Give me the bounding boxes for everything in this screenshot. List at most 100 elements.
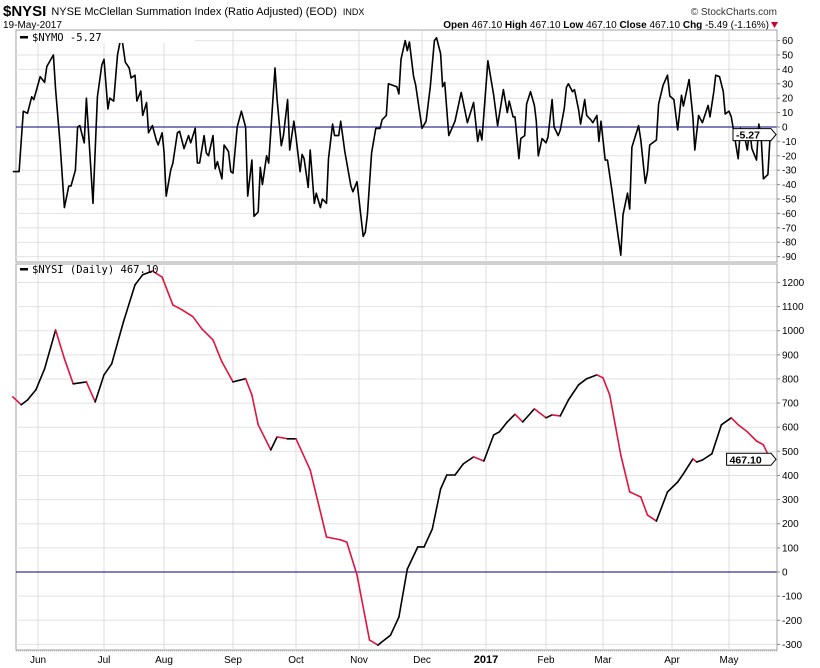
- nysi-series-segment: [201, 327, 214, 341]
- nysi-series-segment: [181, 308, 194, 318]
- nymo-y-tick-label: -40: [782, 180, 797, 191]
- x-axis: Jun Jul Aug Sep Oct Nov Dec 2017 Feb Mar Apr May: [16, 650, 777, 666]
- nysi-y-tick-label: 1100: [782, 302, 804, 313]
- chart-date: 19-May-2017: [3, 20, 62, 31]
- nysi-series-segment: [368, 639, 379, 646]
- nysi-series-segment: [345, 541, 358, 576]
- nymo-legend-bg: [17, 31, 195, 43]
- chg-value: -5.49 (-1.16%): [705, 20, 769, 31]
- nymo-y-tick-label: 20: [782, 94, 794, 105]
- x-tick-label: Apr: [664, 655, 680, 666]
- nysi-series-segment: [251, 394, 260, 426]
- x-tick-label: Jul: [98, 655, 111, 666]
- nysi-series-segment: [608, 394, 622, 456]
- nysi-y-tick-label: 600: [782, 423, 799, 434]
- nysi-series-segment: [692, 457, 698, 463]
- nysi-y-tick-label: 800: [782, 374, 799, 385]
- nysi-last-value: 467.10: [730, 454, 762, 466]
- nysi-series-segment: [295, 437, 312, 471]
- x-tick-label: Mar: [594, 655, 612, 666]
- nysi-series-segment: [737, 423, 749, 433]
- nysi-series-segment: [676, 472, 685, 483]
- nysi-series-segment: [94, 374, 105, 403]
- nysi-series-segment: [439, 474, 448, 490]
- nysi-series-segment: [110, 321, 125, 365]
- nysi-series-segment: [423, 528, 434, 548]
- nysi-series-segment: [567, 383, 580, 401]
- nysi-y-tick-label: -200: [782, 616, 802, 627]
- x-tick-label: Feb: [537, 655, 555, 666]
- nysi-series-segment: [585, 374, 598, 380]
- nysi-series-segment: [514, 413, 524, 423]
- nymo-y-tick-label: -20: [782, 151, 797, 162]
- nysi-y-tick-label: -100: [782, 592, 802, 603]
- nysi-series-segment: [551, 414, 562, 417]
- x-tick-label: Oct: [288, 655, 304, 666]
- nysi-series-segment: [192, 315, 203, 330]
- nymo-y-tick-label: -80: [782, 238, 797, 249]
- nymo-legend: $NYMO -5.27: [32, 32, 102, 44]
- nysi-series-segment: [257, 423, 272, 451]
- high-label: High: [505, 20, 527, 31]
- nysi-series-segment: [151, 270, 163, 278]
- nysi-series-segment: [63, 357, 74, 385]
- nymo-y-tick-label: 10: [782, 108, 794, 119]
- nysi-series-segment: [377, 634, 392, 646]
- index-name: NYSE McClellan Summation Index (Ratio Ad…: [51, 6, 337, 18]
- nysi-series-segment: [172, 304, 183, 311]
- nysi-series-segment: [356, 574, 371, 641]
- nysi-series-segment: [720, 416, 733, 426]
- nysi-series-segment: [43, 329, 57, 370]
- x-tick-label: Nov: [350, 655, 368, 666]
- nysi-series-segment: [602, 376, 611, 396]
- nysi-series-segment: [339, 539, 348, 543]
- nysi-series-segment: [498, 421, 509, 433]
- x-tick-label: Jun: [30, 655, 46, 666]
- nysi-series-segment: [161, 276, 174, 306]
- nymo-y-tick-label: -50: [782, 195, 797, 206]
- nysi-legend-swatch: [20, 268, 28, 271]
- nymo-y-tick-label: 50: [782, 51, 794, 62]
- nysi-series-segment: [577, 377, 588, 386]
- nysi-series-segment: [711, 423, 723, 455]
- open-value: 467.10: [472, 20, 503, 31]
- nysi-series-segment: [212, 339, 223, 363]
- nysi-series-segment: [26, 388, 37, 401]
- nymo-y-tick-label: -90: [782, 252, 797, 263]
- nysi-series-segment: [682, 457, 694, 475]
- nysi-series-segment: [325, 536, 342, 541]
- nysi-series-segment: [454, 463, 465, 476]
- nysi-series-segment: [406, 546, 419, 570]
- low-label: Low: [563, 20, 583, 31]
- nymo-y-tick-label: -30: [782, 166, 797, 177]
- nysi-y-tick-label: 400: [782, 471, 799, 482]
- nysi-series-segment: [596, 374, 604, 379]
- nysi-series-segment: [559, 399, 570, 417]
- nysi-series-segment: [666, 481, 679, 493]
- nysi-y-tick-label: 500: [782, 447, 799, 458]
- x-tick-label: Aug: [155, 655, 173, 666]
- symbol: $NYSI: [3, 3, 46, 20]
- chg-label: Chg: [683, 20, 702, 31]
- nysi-legend: $NYSI (Daily) 467.10: [32, 264, 158, 276]
- nysi-y-tick-label: 1200: [782, 278, 805, 289]
- nysi-series-segment: [141, 270, 154, 276]
- nysi-y-tick-label: 100: [782, 543, 799, 554]
- nysi-series-segment: [389, 616, 400, 637]
- nysi-series-segment: [646, 514, 658, 522]
- nymo-last-value: -5.27: [736, 130, 760, 142]
- nysi-series-segment: [628, 491, 642, 498]
- nymo-y-tick-label: 0: [782, 123, 788, 134]
- nysi-series-segment: [276, 436, 289, 440]
- low-value: 467.10: [586, 20, 617, 31]
- nysi-series-segment: [730, 416, 740, 426]
- nysi-series-segment: [695, 459, 704, 463]
- nysi-series-segment: [521, 408, 536, 423]
- nymo-legend-swatch: [20, 36, 28, 39]
- nysi-series-segment: [506, 413, 516, 423]
- nysi-last-value-tag: [726, 452, 777, 466]
- nysi-series-segment: [431, 488, 442, 530]
- down-triangle-icon: [771, 22, 778, 28]
- quote-summary: Open 467.10 High 467.10 Low 467.10 Close…: [443, 20, 769, 31]
